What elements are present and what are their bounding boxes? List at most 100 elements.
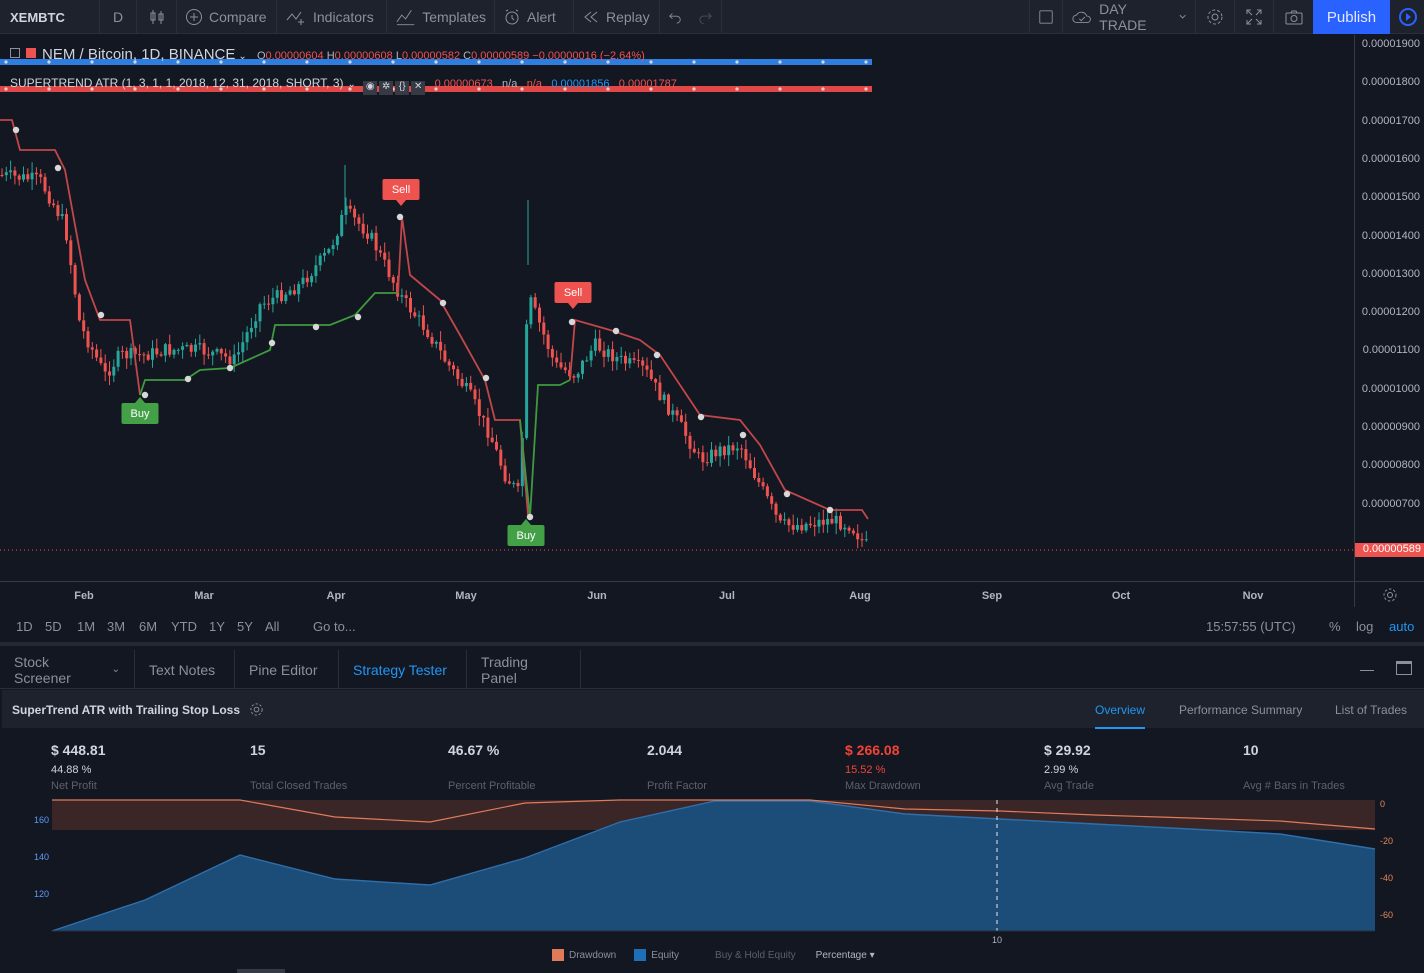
legend-bar-dot bbox=[563, 60, 567, 64]
utc-clock[interactable]: 15:57:55 (UTC) bbox=[1206, 619, 1296, 634]
legend-bar-dot bbox=[692, 87, 696, 91]
candle bbox=[662, 391, 666, 404]
time-tick-label: Sep bbox=[981, 590, 1003, 602]
tab-performance-summary[interactable]: Performance Summary bbox=[1179, 703, 1303, 717]
candle bbox=[357, 214, 361, 232]
templates-button[interactable]: Templates bbox=[387, 0, 495, 34]
goto-button[interactable]: Go to... bbox=[313, 619, 356, 634]
candle bbox=[563, 362, 567, 374]
indicator-value-1: 0.00000673 bbox=[434, 78, 493, 90]
candle bbox=[52, 199, 56, 208]
strategy-title: SuperTrend ATR with Trailing Stop Loss bbox=[12, 703, 241, 717]
legend-bar-dot bbox=[4, 60, 8, 64]
templates-label: Templates bbox=[422, 9, 486, 25]
metric-value: 15 bbox=[250, 742, 266, 758]
range-button-1y[interactable]: 1Y bbox=[209, 619, 225, 634]
candle bbox=[404, 290, 408, 308]
chart-canvas[interactable]: Buy Sell Buy Sell bbox=[0, 35, 1354, 581]
symbol-legend[interactable]: NEM / Bitcoin, 1D, BINANCE ⌄ O0.00000604 … bbox=[10, 46, 645, 63]
equity-axis-label: 160 bbox=[34, 815, 50, 825]
candle bbox=[335, 233, 339, 251]
fullscreen-button[interactable] bbox=[1235, 0, 1274, 34]
log-toggle[interactable]: log bbox=[1356, 619, 1374, 634]
equity-canvas[interactable] bbox=[0, 795, 1424, 945]
code-icon[interactable]: {} bbox=[395, 81, 410, 95]
signal-sell-marker[interactable]: Sell bbox=[554, 282, 592, 309]
publish-button[interactable]: Publish bbox=[1313, 0, 1390, 34]
equity-legend-item[interactable]: Equity bbox=[651, 949, 680, 961]
signal-sell-marker[interactable]: Sell bbox=[382, 179, 420, 206]
indicators-button[interactable]: Indicators bbox=[277, 0, 387, 34]
candle bbox=[576, 372, 580, 383]
tab-pine-editor[interactable]: Pine Editor bbox=[235, 650, 339, 689]
interval-button[interactable]: D bbox=[100, 0, 137, 34]
replay-button[interactable]: Replay bbox=[574, 0, 660, 34]
range-button-1d[interactable]: 1D bbox=[16, 619, 33, 634]
settings-button[interactable] bbox=[1196, 0, 1235, 34]
minimize-icon[interactable] bbox=[1360, 670, 1374, 671]
range-button-5y[interactable]: 5Y bbox=[237, 619, 253, 634]
tab-stock-screener[interactable]: Stock Screener ⌄ bbox=[0, 650, 135, 689]
gear-icon[interactable]: ✲ bbox=[379, 81, 394, 95]
price-axis[interactable]: 0.00001900 0.00001800 0.00001700 0.00001600… bbox=[1354, 35, 1424, 581]
alert-button[interactable]: Alert bbox=[495, 0, 574, 34]
candle bbox=[649, 360, 653, 381]
gear-icon bbox=[1207, 9, 1223, 25]
redo-button[interactable] bbox=[690, 0, 722, 34]
compare-button[interactable]: Compare bbox=[177, 0, 277, 34]
tab-overview[interactable]: Overview bbox=[1095, 703, 1146, 729]
range-button-3m[interactable]: 3M bbox=[107, 619, 126, 634]
collapse-icon[interactable] bbox=[10, 48, 20, 58]
eye-icon[interactable]: ◉ bbox=[363, 81, 378, 95]
metric-profit-factor: 2.044 Profit Factor bbox=[647, 742, 707, 792]
indicator-legend[interactable]: SUPERTREND ATR (1, 3, 1, 1, 2018, 12, 31… bbox=[10, 76, 677, 95]
price-chart[interactable]: Buy Sell Buy Sell bbox=[0, 35, 1354, 581]
range-button-all[interactable]: All bbox=[265, 619, 280, 634]
auto-toggle[interactable]: auto bbox=[1389, 619, 1415, 634]
tab-text-notes[interactable]: Text Notes bbox=[135, 650, 235, 689]
signal-buy-marker[interactable]: Buy bbox=[121, 397, 159, 424]
legend-bar-dot bbox=[176, 60, 180, 64]
percent-toggle[interactable]: % bbox=[1329, 619, 1341, 634]
candle bbox=[383, 242, 387, 267]
time-axis[interactable]: Feb Mar Apr May Jun Jul Aug Sep Oct Nov bbox=[0, 581, 1354, 607]
snapshot-button[interactable] bbox=[1274, 0, 1313, 34]
maximize-icon[interactable] bbox=[1396, 661, 1412, 675]
range-button-1m[interactable]: 1M bbox=[77, 619, 96, 634]
tab-strategy-tester[interactable]: Strategy Tester bbox=[339, 650, 467, 689]
candle bbox=[181, 342, 185, 359]
range-button-ytd[interactable]: YTD bbox=[171, 619, 197, 634]
legend-bar-dot bbox=[305, 87, 309, 91]
legend-bar-dot bbox=[133, 87, 137, 91]
tab-list-of-trades[interactable]: List of Trades bbox=[1335, 703, 1408, 717]
range-button-5d[interactable]: 5D bbox=[45, 619, 62, 634]
candle bbox=[744, 439, 748, 469]
candle bbox=[507, 473, 511, 485]
equity-axis-label: 140 bbox=[34, 852, 50, 862]
close-icon[interactable]: ✕ bbox=[411, 81, 426, 95]
save-layout-button[interactable]: DAY TRADE bbox=[1063, 0, 1196, 34]
candle bbox=[125, 347, 129, 369]
symbol-search-button[interactable]: XEMBTC bbox=[0, 0, 100, 34]
chart-style-button[interactable] bbox=[137, 0, 177, 34]
mode-select[interactable]: Percentage ▾ bbox=[815, 949, 875, 961]
undo-button[interactable] bbox=[660, 0, 690, 34]
layout-select-button[interactable] bbox=[1029, 0, 1063, 34]
tab-trading-panel[interactable]: Trading Panel bbox=[467, 650, 581, 689]
equity-chart[interactable]: 160 140 120 0 -20 -40 -60 10 bbox=[0, 795, 1424, 945]
scrollbar-thumb[interactable] bbox=[237, 969, 285, 973]
candle bbox=[310, 273, 314, 287]
chart-settings-button[interactable] bbox=[1354, 581, 1424, 607]
signal-buy-marker[interactable]: Buy bbox=[507, 519, 545, 546]
candle bbox=[761, 477, 765, 490]
trail-point bbox=[697, 413, 705, 421]
range-button-6m[interactable]: 6M bbox=[139, 619, 158, 634]
drawdown-legend[interactable]: Drawdown bbox=[569, 949, 617, 961]
gear-icon[interactable] bbox=[249, 702, 264, 717]
legend-bar-dot bbox=[133, 60, 137, 64]
chevron-down-icon[interactable]: ⌄ bbox=[347, 79, 356, 90]
chevron-down-icon[interactable]: ⌄ bbox=[238, 51, 247, 62]
buyhold-legend[interactable]: Buy & Hold Equity bbox=[715, 949, 796, 961]
candle bbox=[400, 288, 404, 304]
play-button[interactable] bbox=[1392, 0, 1424, 34]
